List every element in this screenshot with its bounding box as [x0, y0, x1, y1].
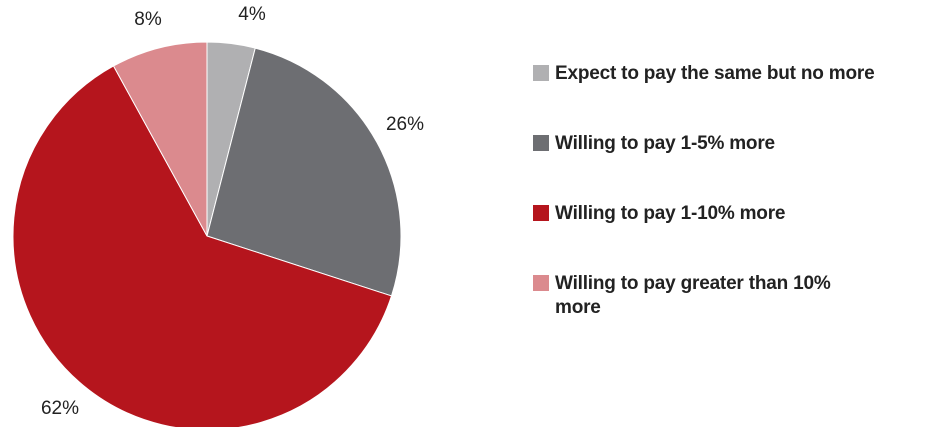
pie-slices [12, 41, 402, 427]
pie-value-label: 26% [386, 114, 424, 135]
legend-item-gt-10: Willing to pay greater than 10% more [533, 272, 863, 320]
pie-value-label: 62% [41, 398, 79, 419]
legend-swatch [533, 275, 549, 291]
legend-label: Willing to pay 1-10% more [555, 203, 786, 224]
pie-slice [112, 41, 208, 237]
legend-label: Willing to pay greater than 10% more [555, 273, 831, 318]
legend-item-same: Expect to pay the same but no more [533, 62, 875, 86]
pie-slice [12, 65, 393, 427]
pie-slice [206, 47, 402, 297]
legend-label: Expect to pay the same but no more [555, 63, 875, 84]
pie-value-label: 8% [134, 9, 162, 30]
legend-swatch [533, 205, 549, 221]
legend-item-1-5: Willing to pay 1-5% more [533, 132, 775, 156]
legend-swatch [533, 135, 549, 151]
legend-label: Willing to pay 1-5% more [555, 133, 775, 154]
legend-item-1-10: Willing to pay 1-10% more [533, 202, 785, 226]
pie-value-label: 4% [238, 4, 266, 25]
legend-swatch [533, 65, 549, 81]
pie-value-labels: 4% 26% 62% 8% [41, 4, 424, 419]
